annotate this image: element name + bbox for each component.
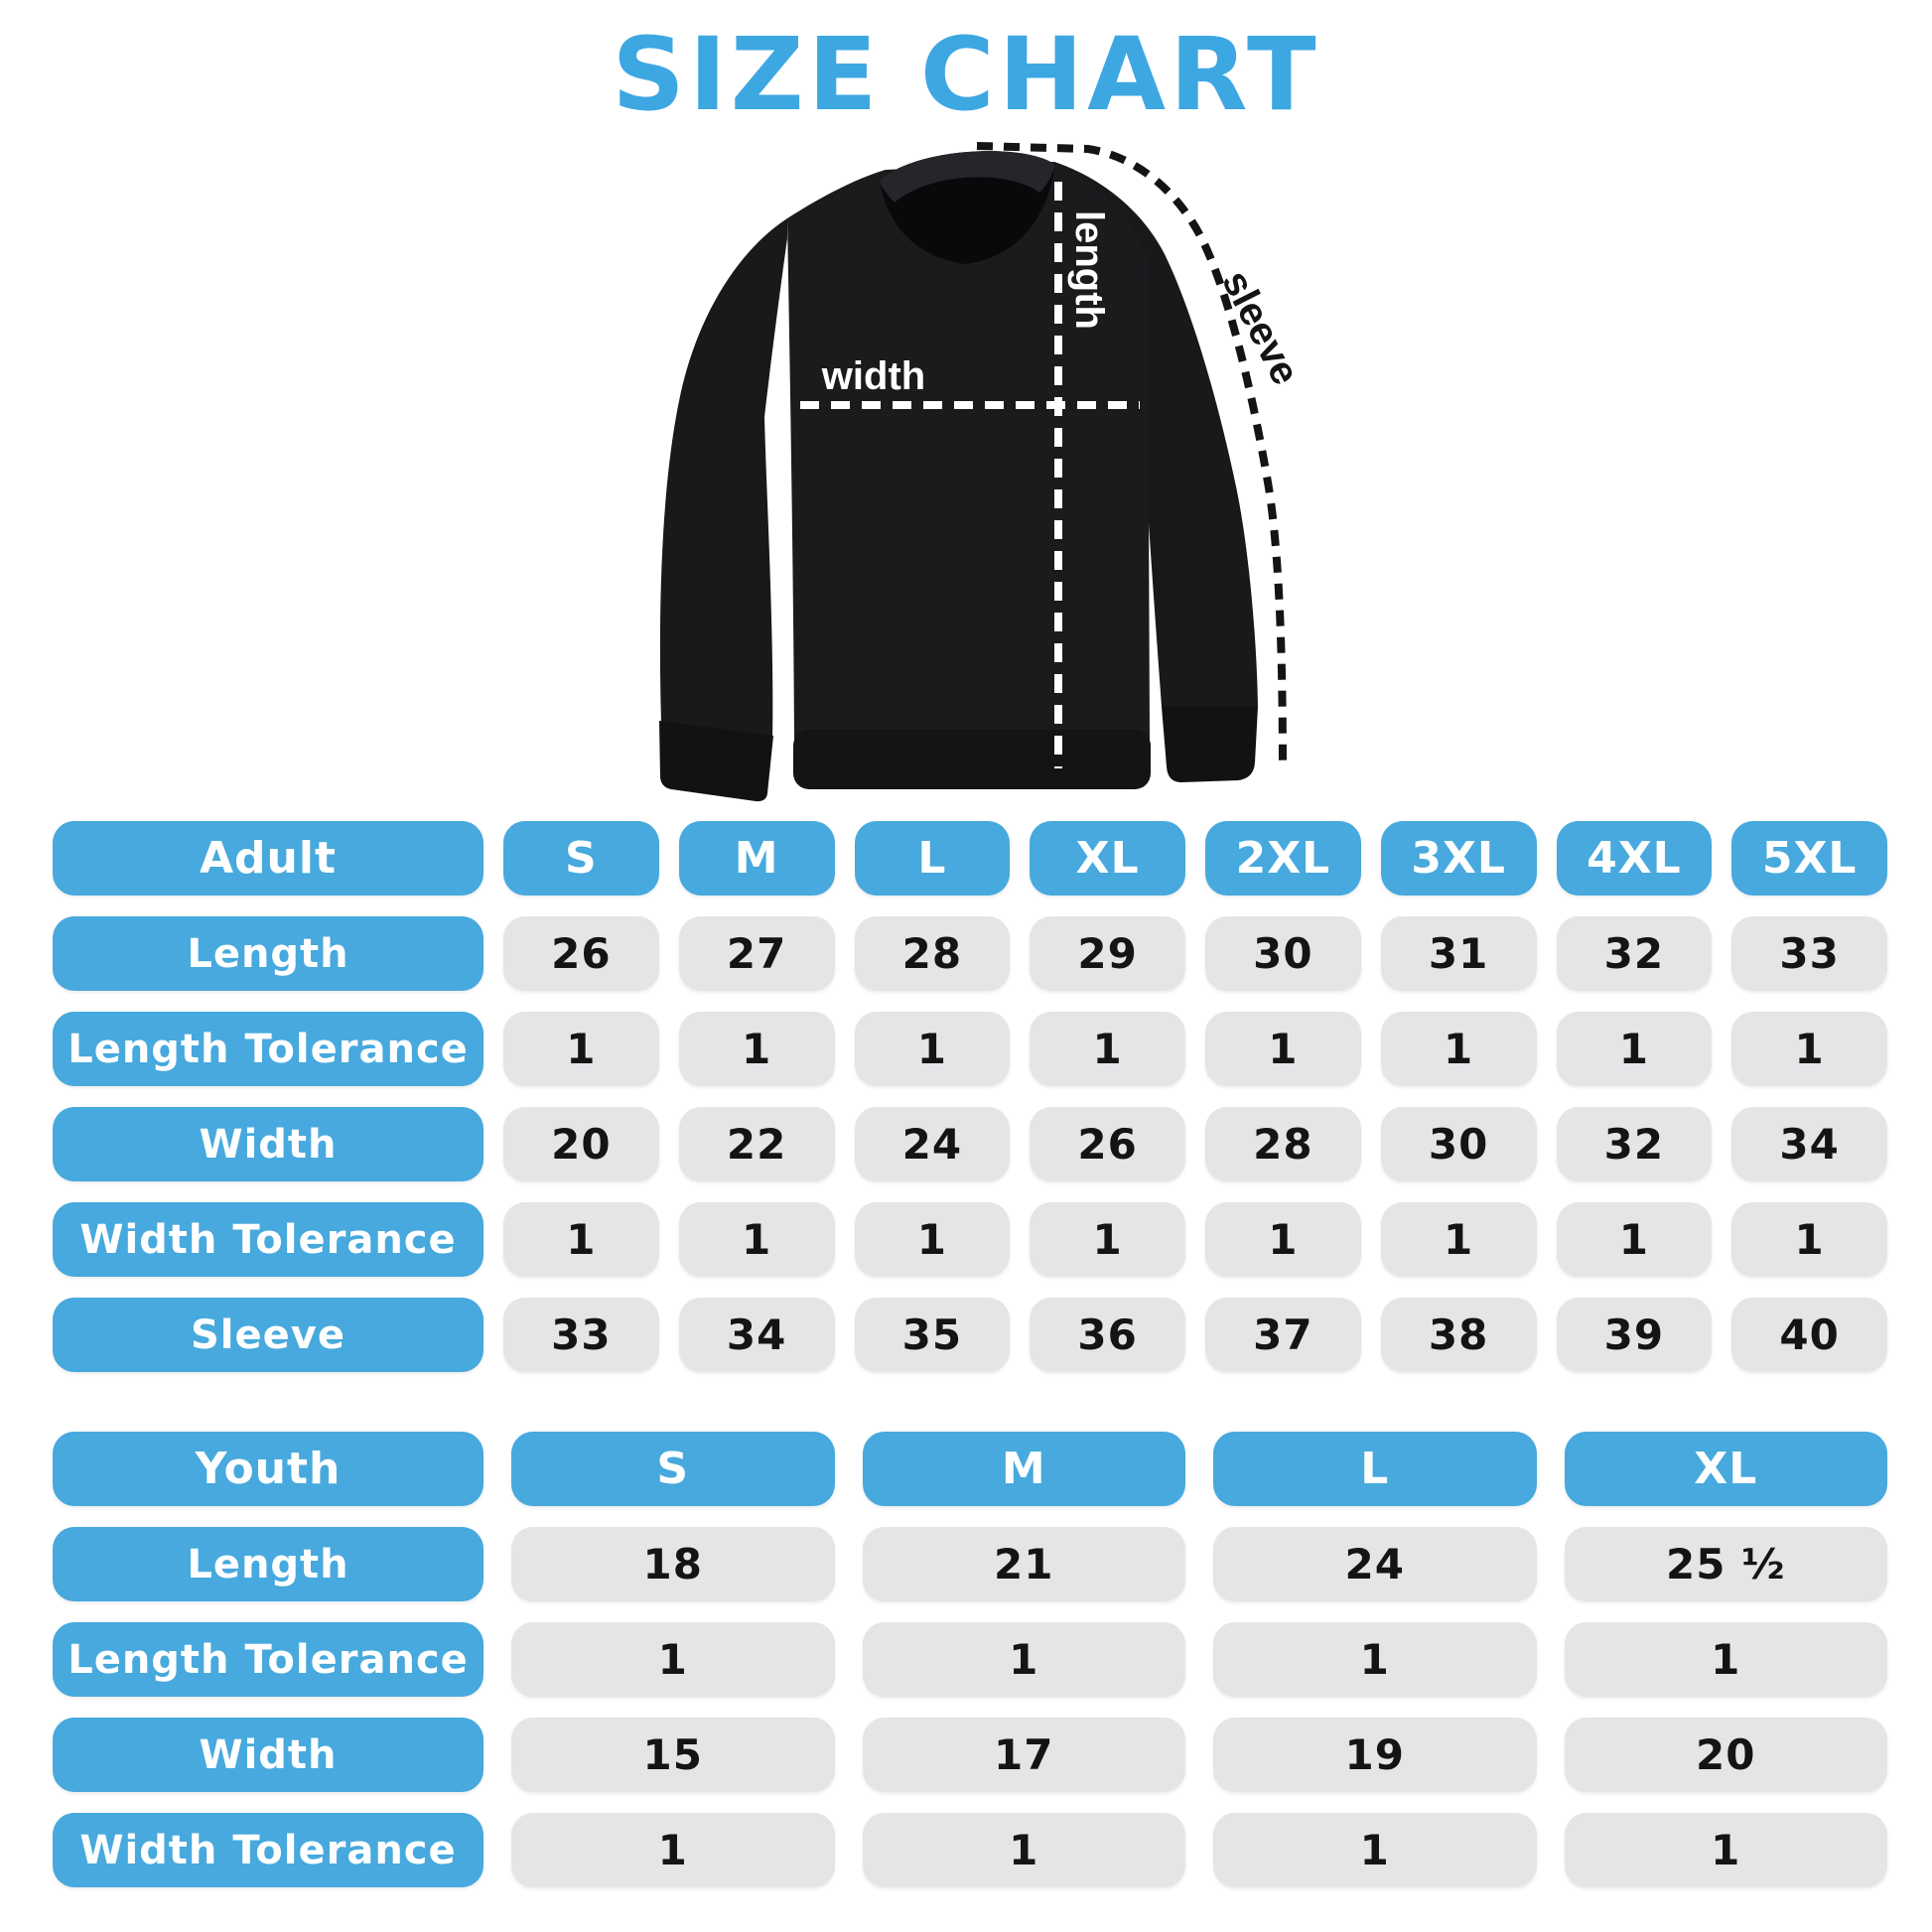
youth-size-table: Youth S M L XL Length 18 21 24 25 ½ Length Toleran… [53,1432,1887,1887]
row-label: Width [53,1107,483,1181]
size-value-cell: 1 [862,1622,1185,1697]
size-value-cell: 1 [862,1813,1185,1887]
size-value-cell: 19 [1213,1718,1537,1792]
size-value-cell: 21 [862,1527,1185,1601]
size-header-cell: S [511,1432,835,1506]
size-header-cell: S [503,821,659,896]
sweatshirt-right-cuff [1162,707,1258,782]
size-value-cell: 32 [1556,916,1713,991]
size-value-cell: 33 [503,1298,659,1372]
table-title-cell: Youth [53,1432,483,1506]
row-label: Width Tolerance [53,1813,483,1887]
size-header-cell: L [1213,1432,1537,1506]
size-value-cell: 1 [1205,1202,1361,1277]
size-value-cell: 36 [1030,1298,1185,1372]
size-value-cell: 37 [1205,1298,1361,1372]
size-value-cell: 28 [854,916,1011,991]
size-header-cell: L [854,821,1011,896]
sleeve-line [976,142,1287,770]
row-label: Length [53,916,483,991]
page-title: SIZE CHART [612,16,1320,134]
size-header-cell: 3XL [1380,821,1537,896]
size-value-cell: 1 [1564,1813,1887,1887]
sweatshirt-hem [793,730,1151,789]
size-header-cell: 4XL [1556,821,1713,896]
size-header-cell: 5XL [1731,821,1887,896]
size-value-cell: 17 [862,1718,1185,1792]
sweatshirt-graphic: width length sleeve [659,142,1308,802]
row-label: Sleeve [53,1298,483,1372]
row-label: Width [53,1718,483,1792]
size-value-cell: 1 [1030,1012,1185,1086]
width-label: width [821,354,925,398]
size-value-cell: 1 [678,1202,835,1277]
size-value-cell: 28 [1205,1107,1361,1181]
length-label: length [1067,210,1111,330]
size-value-cell: 1 [1564,1622,1887,1697]
size-value-cell: 25 ½ [1564,1527,1887,1601]
size-value-cell: 26 [1030,1107,1185,1181]
size-value-cell: 33 [1731,916,1887,991]
size-value-cell: 1 [1213,1813,1537,1887]
sweatshirt-right-sleeve [1054,162,1258,707]
size-value-cell: 20 [503,1107,659,1181]
sleeve-label: sleeve [1213,264,1308,392]
size-value-cell: 1 [1556,1012,1713,1086]
size-value-cell: 1 [1213,1622,1537,1697]
row-label: Length Tolerance [53,1012,483,1086]
size-value-cell: 1 [854,1012,1011,1086]
size-value-cell: 22 [678,1107,835,1181]
size-header-cell: XL [1564,1432,1887,1506]
size-value-cell: 1 [511,1622,835,1697]
sweatshirt-left-cuff [659,721,773,802]
size-value-cell: 38 [1380,1298,1537,1372]
size-value-cell: 15 [511,1718,835,1792]
size-header-cell: M [862,1432,1185,1506]
size-value-cell: 34 [1731,1107,1887,1181]
sweatshirt-diagram: width length sleeve [437,104,1390,814]
size-value-cell: 29 [1030,916,1185,991]
size-value-cell: 1 [1380,1202,1537,1277]
size-value-cell: 40 [1731,1298,1887,1372]
table-title-cell: Adult [53,821,483,896]
size-header-cell: 2XL [1205,821,1361,896]
size-value-cell: 27 [678,916,835,991]
size-value-cell: 35 [854,1298,1011,1372]
adult-size-table: Adult S M L XL 2XL 3XL 4XL 5XL Length 26 27 28 29 30 31… [53,821,1887,1372]
size-value-cell: 1 [854,1202,1011,1277]
size-value-cell: 30 [1205,916,1361,991]
size-value-cell: 34 [678,1298,835,1372]
size-value-cell: 32 [1556,1107,1713,1181]
size-value-cell: 1 [1731,1012,1887,1086]
size-value-cell: 1 [503,1202,659,1277]
row-label: Length Tolerance [53,1622,483,1697]
size-value-cell: 1 [1556,1202,1713,1277]
size-value-cell: 1 [1205,1012,1361,1086]
size-value-cell: 26 [503,916,659,991]
size-value-cell: 30 [1380,1107,1537,1181]
size-value-cell: 1 [1030,1202,1185,1277]
sweatshirt-collar [880,151,1055,203]
row-label: Width Tolerance [53,1202,483,1277]
sweatshirt-left-sleeve [659,218,787,740]
size-value-cell: 31 [1380,916,1537,991]
size-value-cell: 20 [1564,1718,1887,1792]
size-header-cell: XL [1030,821,1185,896]
size-value-cell: 39 [1556,1298,1713,1372]
size-value-cell: 24 [854,1107,1011,1181]
row-label: Length [53,1527,483,1601]
size-value-cell: 1 [1731,1202,1887,1277]
size-value-cell: 24 [1213,1527,1537,1601]
size-value-cell: 1 [678,1012,835,1086]
size-value-cell: 1 [503,1012,659,1086]
size-value-cell: 18 [511,1527,835,1601]
size-value-cell: 1 [1380,1012,1537,1086]
size-header-cell: M [678,821,835,896]
size-value-cell: 1 [511,1813,835,1887]
